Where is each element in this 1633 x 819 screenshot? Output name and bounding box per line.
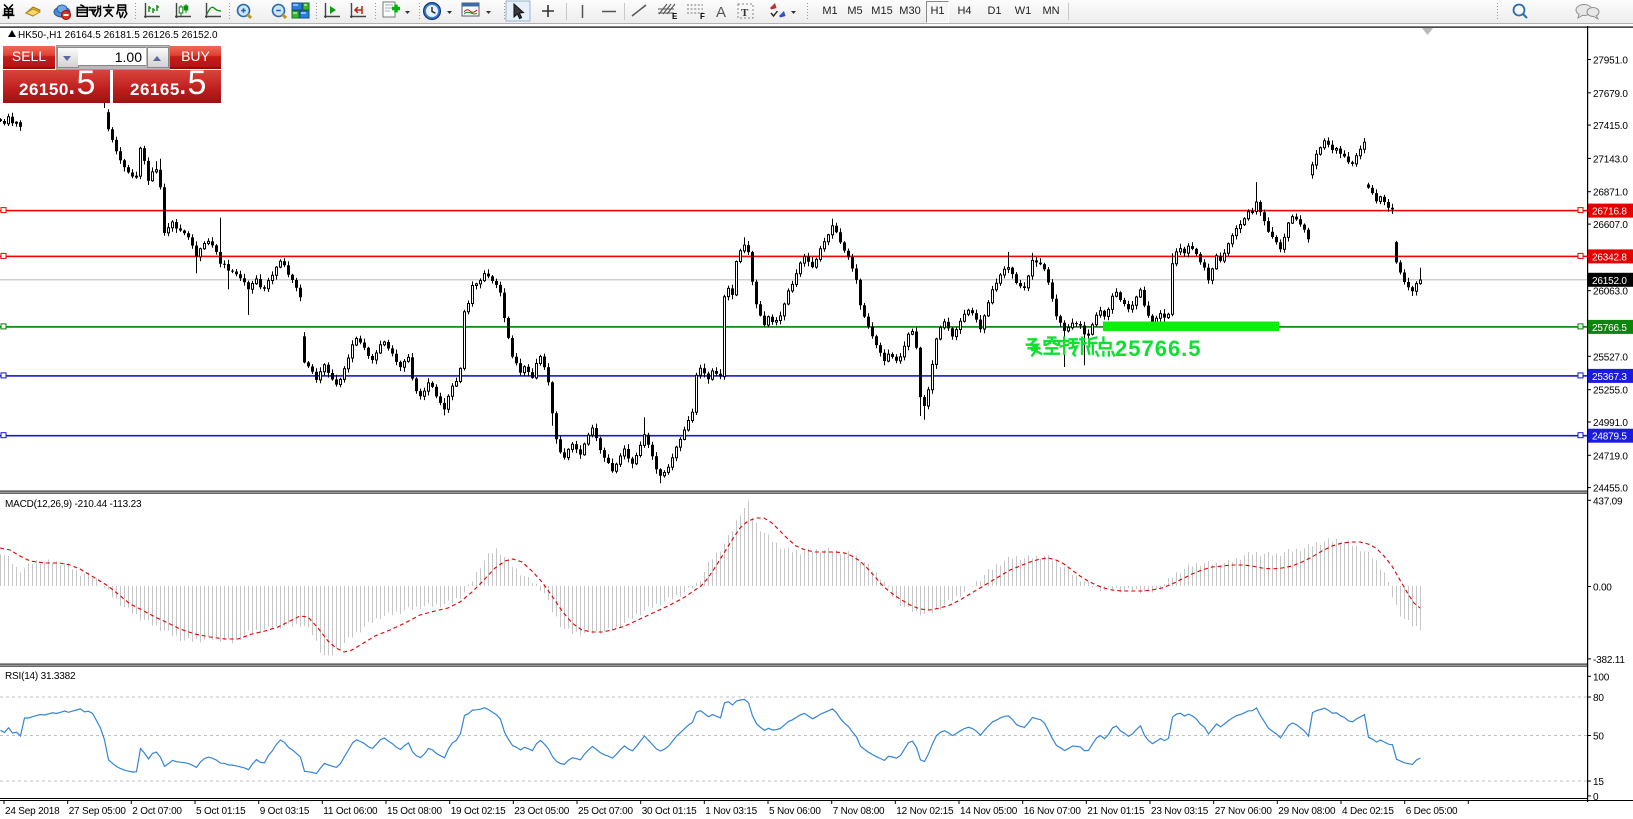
svg-text:0: 0 (1593, 792, 1599, 803)
svg-text:100: 100 (1593, 672, 1610, 683)
svg-text:25766.5: 25766.5 (1592, 323, 1627, 334)
svg-text:27143.0: 27143.0 (1593, 154, 1628, 165)
svg-text:-382.11: -382.11 (1593, 655, 1625, 666)
svg-text:7 Nov 08:00: 7 Nov 08:00 (833, 806, 885, 817)
svg-text:29 Nov 08:00: 29 Nov 08:00 (1278, 806, 1336, 817)
svg-text:21 Nov 01:15: 21 Nov 01:15 (1087, 806, 1145, 817)
svg-text:6 Dec 05:00: 6 Dec 05:00 (1406, 806, 1458, 817)
svg-text:0.00: 0.00 (1593, 583, 1612, 594)
svg-text:437.09: 437.09 (1593, 496, 1623, 507)
svg-text:23 Nov 03:15: 23 Nov 03:15 (1151, 806, 1209, 817)
svg-text:25527.0: 25527.0 (1593, 352, 1628, 363)
svg-text:23 Oct 05:00: 23 Oct 05:00 (514, 806, 569, 817)
svg-text:F: F (700, 12, 705, 21)
svg-text:HK50-,H1 26164.5 26181.5 2612: HK50-,H1 26164.5 26181.5 26126.5 26152.0 (18, 30, 218, 41)
svg-text:50: 50 (1593, 732, 1604, 743)
svg-text:26716.8: 26716.8 (1592, 207, 1627, 218)
svg-text:24719.0: 24719.0 (1593, 451, 1628, 462)
svg-text:5 Oct 01:15: 5 Oct 01:15 (196, 806, 246, 817)
svg-text:5 Nov 06:00: 5 Nov 06:00 (769, 806, 821, 817)
svg-text:T: T (741, 7, 749, 19)
svg-text:RSI(14) 31.3382: RSI(14) 31.3382 (5, 671, 76, 682)
svg-text:26152.0: 26152.0 (1592, 276, 1627, 287)
svg-text:26607.0: 26607.0 (1593, 220, 1628, 231)
svg-text:9 Oct 03:15: 9 Oct 03:15 (260, 806, 310, 817)
svg-text:1 Nov 03:15: 1 Nov 03:15 (705, 806, 757, 817)
svg-text:12 Nov 02:15: 12 Nov 02:15 (896, 806, 954, 817)
svg-text:26342.8: 26342.8 (1592, 252, 1627, 263)
svg-text:27415.0: 27415.0 (1593, 121, 1628, 132)
svg-text:E: E (672, 12, 678, 21)
svg-text:16 Nov 07:00: 16 Nov 07:00 (1024, 806, 1082, 817)
svg-text:24455.0: 24455.0 (1593, 484, 1628, 495)
svg-text:11 Oct 06:00: 11 Oct 06:00 (323, 806, 378, 817)
svg-text:2 Oct 07:00: 2 Oct 07:00 (132, 806, 182, 817)
svg-text:27951.0: 27951.0 (1593, 56, 1628, 67)
svg-text:24879.5: 24879.5 (1592, 432, 1627, 443)
svg-text:26063.0: 26063.0 (1593, 287, 1628, 298)
svg-text:MACD(12,26,9) -210.44 -113.23: MACD(12,26,9) -210.44 -113.23 (5, 499, 142, 510)
svg-text:26871.0: 26871.0 (1593, 188, 1628, 199)
svg-text:15 Oct 08:00: 15 Oct 08:00 (387, 806, 442, 817)
svg-text:24991.0: 24991.0 (1593, 418, 1628, 429)
svg-text:14 Nov 05:00: 14 Nov 05:00 (960, 806, 1018, 817)
svg-text:27679.0: 27679.0 (1593, 89, 1628, 100)
svg-text:25367.3: 25367.3 (1592, 372, 1627, 383)
svg-text:19 Oct 02:15: 19 Oct 02:15 (451, 806, 506, 817)
svg-text:24 Sep 2018: 24 Sep 2018 (5, 806, 60, 817)
svg-text:80: 80 (1593, 693, 1604, 704)
svg-text:4 Dec 02:15: 4 Dec 02:15 (1342, 806, 1394, 817)
svg-text:27 Sep 05:00: 27 Sep 05:00 (69, 806, 127, 817)
svg-text:25 Oct 07:00: 25 Oct 07:00 (578, 806, 633, 817)
svg-text:30 Oct 01:15: 30 Oct 01:15 (642, 806, 697, 817)
svg-text:27 Nov 06:00: 27 Nov 06:00 (1215, 806, 1273, 817)
svg-text:A: A (716, 4, 726, 21)
svg-text:15: 15 (1593, 777, 1604, 788)
svg-text:25255.0: 25255.0 (1593, 386, 1628, 397)
svg-text:25766.5: 25766.5 (1115, 336, 1202, 361)
